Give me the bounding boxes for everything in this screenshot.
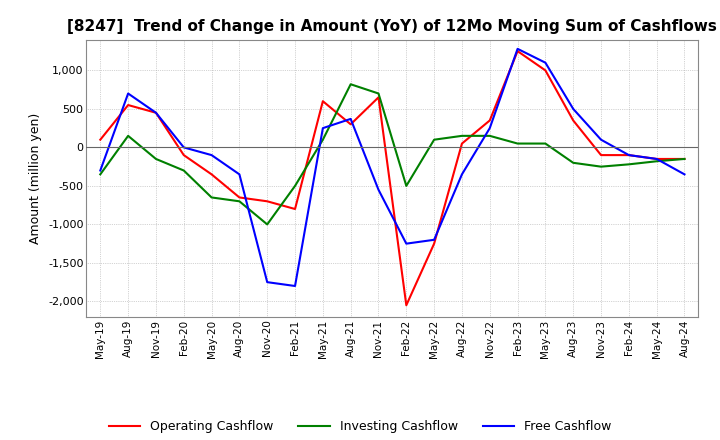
Operating Cashflow xyxy=(402,303,410,308)
Free Cashflow xyxy=(374,187,383,192)
Operating Cashflow xyxy=(179,152,188,158)
Line: Free Cashflow: Free Cashflow xyxy=(100,49,685,286)
Operating Cashflow xyxy=(652,156,661,161)
Free Cashflow xyxy=(96,168,104,173)
Free Cashflow xyxy=(624,152,633,158)
Investing Cashflow xyxy=(96,172,104,177)
Investing Cashflow xyxy=(207,195,216,200)
Operating Cashflow xyxy=(569,118,577,123)
Investing Cashflow xyxy=(235,198,243,204)
Line: Investing Cashflow: Investing Cashflow xyxy=(100,84,685,224)
Operating Cashflow xyxy=(374,95,383,100)
Operating Cashflow xyxy=(485,118,494,123)
Free Cashflow xyxy=(291,283,300,289)
Free Cashflow xyxy=(402,241,410,246)
Operating Cashflow xyxy=(680,156,689,161)
Free Cashflow xyxy=(207,152,216,158)
Investing Cashflow xyxy=(485,133,494,139)
Investing Cashflow xyxy=(680,156,689,161)
Operating Cashflow xyxy=(291,206,300,212)
Legend: Operating Cashflow, Investing Cashflow, Free Cashflow: Operating Cashflow, Investing Cashflow, … xyxy=(104,415,616,438)
Free Cashflow xyxy=(235,172,243,177)
Investing Cashflow xyxy=(430,137,438,142)
Operating Cashflow xyxy=(96,137,104,142)
Investing Cashflow xyxy=(179,168,188,173)
Free Cashflow xyxy=(263,279,271,285)
Investing Cashflow xyxy=(124,133,132,139)
Free Cashflow xyxy=(346,116,355,121)
Operating Cashflow xyxy=(458,141,467,146)
Investing Cashflow xyxy=(152,156,161,161)
Investing Cashflow xyxy=(263,222,271,227)
Operating Cashflow xyxy=(624,152,633,158)
Free Cashflow xyxy=(318,125,327,131)
Free Cashflow xyxy=(458,172,467,177)
Operating Cashflow xyxy=(318,99,327,104)
Investing Cashflow xyxy=(318,137,327,142)
Operating Cashflow xyxy=(541,68,550,73)
Line: Operating Cashflow: Operating Cashflow xyxy=(100,51,685,305)
Operating Cashflow xyxy=(235,195,243,200)
Investing Cashflow xyxy=(624,161,633,167)
Free Cashflow xyxy=(430,237,438,242)
Investing Cashflow xyxy=(652,158,661,164)
Investing Cashflow xyxy=(597,164,606,169)
Operating Cashflow xyxy=(346,121,355,127)
Investing Cashflow xyxy=(569,160,577,165)
Free Cashflow xyxy=(541,60,550,65)
Free Cashflow xyxy=(179,145,188,150)
Investing Cashflow xyxy=(374,91,383,96)
Operating Cashflow xyxy=(513,48,522,54)
Y-axis label: Amount (million yen): Amount (million yen) xyxy=(30,113,42,244)
Investing Cashflow xyxy=(513,141,522,146)
Free Cashflow xyxy=(597,137,606,142)
Free Cashflow xyxy=(152,110,161,115)
Free Cashflow xyxy=(485,125,494,131)
Investing Cashflow xyxy=(541,141,550,146)
Investing Cashflow xyxy=(402,183,410,188)
Title: [8247]  Trend of Change in Amount (YoY) of 12Mo Moving Sum of Cashflows: [8247] Trend of Change in Amount (YoY) o… xyxy=(68,19,717,34)
Operating Cashflow xyxy=(207,172,216,177)
Investing Cashflow xyxy=(458,133,467,139)
Free Cashflow xyxy=(652,156,661,161)
Investing Cashflow xyxy=(291,183,300,188)
Free Cashflow xyxy=(569,106,577,111)
Free Cashflow xyxy=(680,172,689,177)
Operating Cashflow xyxy=(430,241,438,246)
Free Cashflow xyxy=(513,46,522,51)
Investing Cashflow xyxy=(346,81,355,87)
Operating Cashflow xyxy=(152,110,161,115)
Operating Cashflow xyxy=(597,152,606,158)
Operating Cashflow xyxy=(124,103,132,108)
Operating Cashflow xyxy=(263,198,271,204)
Free Cashflow xyxy=(124,91,132,96)
